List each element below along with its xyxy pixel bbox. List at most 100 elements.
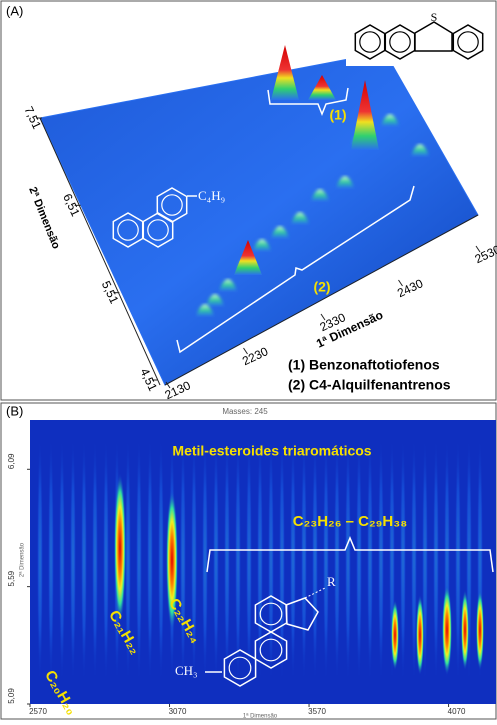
streak xyxy=(268,440,274,680)
ring-circle xyxy=(259,602,283,626)
ring-circle xyxy=(117,219,139,241)
title: Metil-esteroides triaromáticos xyxy=(172,443,371,459)
streak xyxy=(59,440,65,680)
streak xyxy=(455,440,461,680)
substituent: C₄H₉ xyxy=(198,188,225,203)
brace xyxy=(267,87,349,117)
hot-streak xyxy=(442,585,452,675)
hot-streak xyxy=(166,490,178,630)
ring-circle xyxy=(457,31,479,53)
hot-streak xyxy=(461,590,469,670)
x-axis-label: 1ª Dimensão xyxy=(243,713,278,720)
streak xyxy=(81,440,87,680)
streak xyxy=(334,440,340,680)
x-tick xyxy=(320,313,326,321)
streak xyxy=(411,440,417,680)
x-tick-label: 3070 xyxy=(169,707,187,716)
y-tick-label: 6,09 xyxy=(7,453,16,469)
y-axis-label: 2ª Dimensão xyxy=(19,542,26,577)
streak xyxy=(125,440,131,680)
brace xyxy=(176,185,415,354)
peak-bump xyxy=(311,189,329,201)
x-tick-label: 3570 xyxy=(308,707,326,716)
streak xyxy=(235,440,241,680)
peak-bump xyxy=(336,176,354,188)
streak xyxy=(378,440,384,680)
brace xyxy=(206,536,494,573)
panel-b: (B) Masses: 245 Metil-esteroides triaromát… xyxy=(6,403,496,720)
streak xyxy=(433,440,439,680)
peak-bump xyxy=(219,279,237,291)
peak-bump xyxy=(206,294,224,306)
x-tick xyxy=(398,279,403,287)
y-tick-label: 5,09 xyxy=(7,688,16,704)
peak-bump xyxy=(411,144,429,156)
streak xyxy=(147,440,153,680)
streak xyxy=(367,440,373,680)
ring xyxy=(254,631,288,669)
x-tick xyxy=(475,245,481,253)
hot-streak xyxy=(114,473,126,623)
legend-entry: (2) C4-Alquilfenantrenos xyxy=(288,377,451,393)
streak xyxy=(191,440,197,680)
x-tick xyxy=(243,347,248,355)
thiophene xyxy=(414,21,453,52)
atom-label: S xyxy=(431,10,438,24)
x-tick-label: 4070 xyxy=(448,707,466,716)
compound-label: C₂₃H₂₆ – C₂₉H₃₈ xyxy=(293,513,407,530)
panel-label: (A) xyxy=(6,3,23,18)
x-axis xyxy=(164,214,479,386)
streak xyxy=(224,440,230,680)
ring-circle xyxy=(147,219,169,241)
ring xyxy=(156,187,188,223)
streak xyxy=(400,440,406,680)
ring xyxy=(452,24,484,60)
ring-circle xyxy=(389,31,411,53)
subtitle: Masses: 245 xyxy=(222,407,268,416)
x-tick xyxy=(165,381,171,389)
streak xyxy=(246,440,252,680)
peak-bump xyxy=(291,212,309,224)
hot-streak xyxy=(391,600,399,670)
ring-circle xyxy=(228,656,252,680)
ring-circle xyxy=(359,31,381,53)
streak xyxy=(48,440,54,680)
ring-circle xyxy=(161,194,183,216)
ring-circle xyxy=(259,638,283,662)
streak xyxy=(345,440,351,680)
annotation: (1) xyxy=(329,107,346,123)
streak xyxy=(103,440,109,680)
peak-bump xyxy=(196,304,214,316)
peak-bump xyxy=(271,226,289,238)
peak xyxy=(234,240,262,275)
streak xyxy=(356,440,362,680)
ring-5 xyxy=(285,597,319,631)
streak xyxy=(180,440,186,680)
substituent: CH₃ xyxy=(175,663,198,678)
hot-streak xyxy=(476,590,484,670)
streak xyxy=(323,440,329,680)
streak xyxy=(290,440,296,680)
streak xyxy=(136,440,142,680)
streak xyxy=(213,440,219,680)
annotation: (2) xyxy=(313,279,330,295)
peak xyxy=(271,45,299,100)
streak xyxy=(92,440,98,680)
peak xyxy=(351,80,379,150)
streak xyxy=(202,440,208,680)
peak-bump xyxy=(381,114,399,126)
streak xyxy=(70,440,76,680)
substituent: R xyxy=(327,574,336,589)
x-tick-label: 2570 xyxy=(29,707,47,716)
streak xyxy=(37,440,43,680)
peak-bump xyxy=(253,239,271,251)
y-axis xyxy=(39,117,161,386)
streak xyxy=(301,440,307,680)
streak xyxy=(158,440,164,680)
hot-streak xyxy=(416,595,424,675)
peak xyxy=(308,75,336,100)
legend-entry: (1) Benzonaftotiofenos xyxy=(288,357,440,373)
streak xyxy=(312,440,318,680)
y-tick-label: 5,59 xyxy=(7,570,16,586)
